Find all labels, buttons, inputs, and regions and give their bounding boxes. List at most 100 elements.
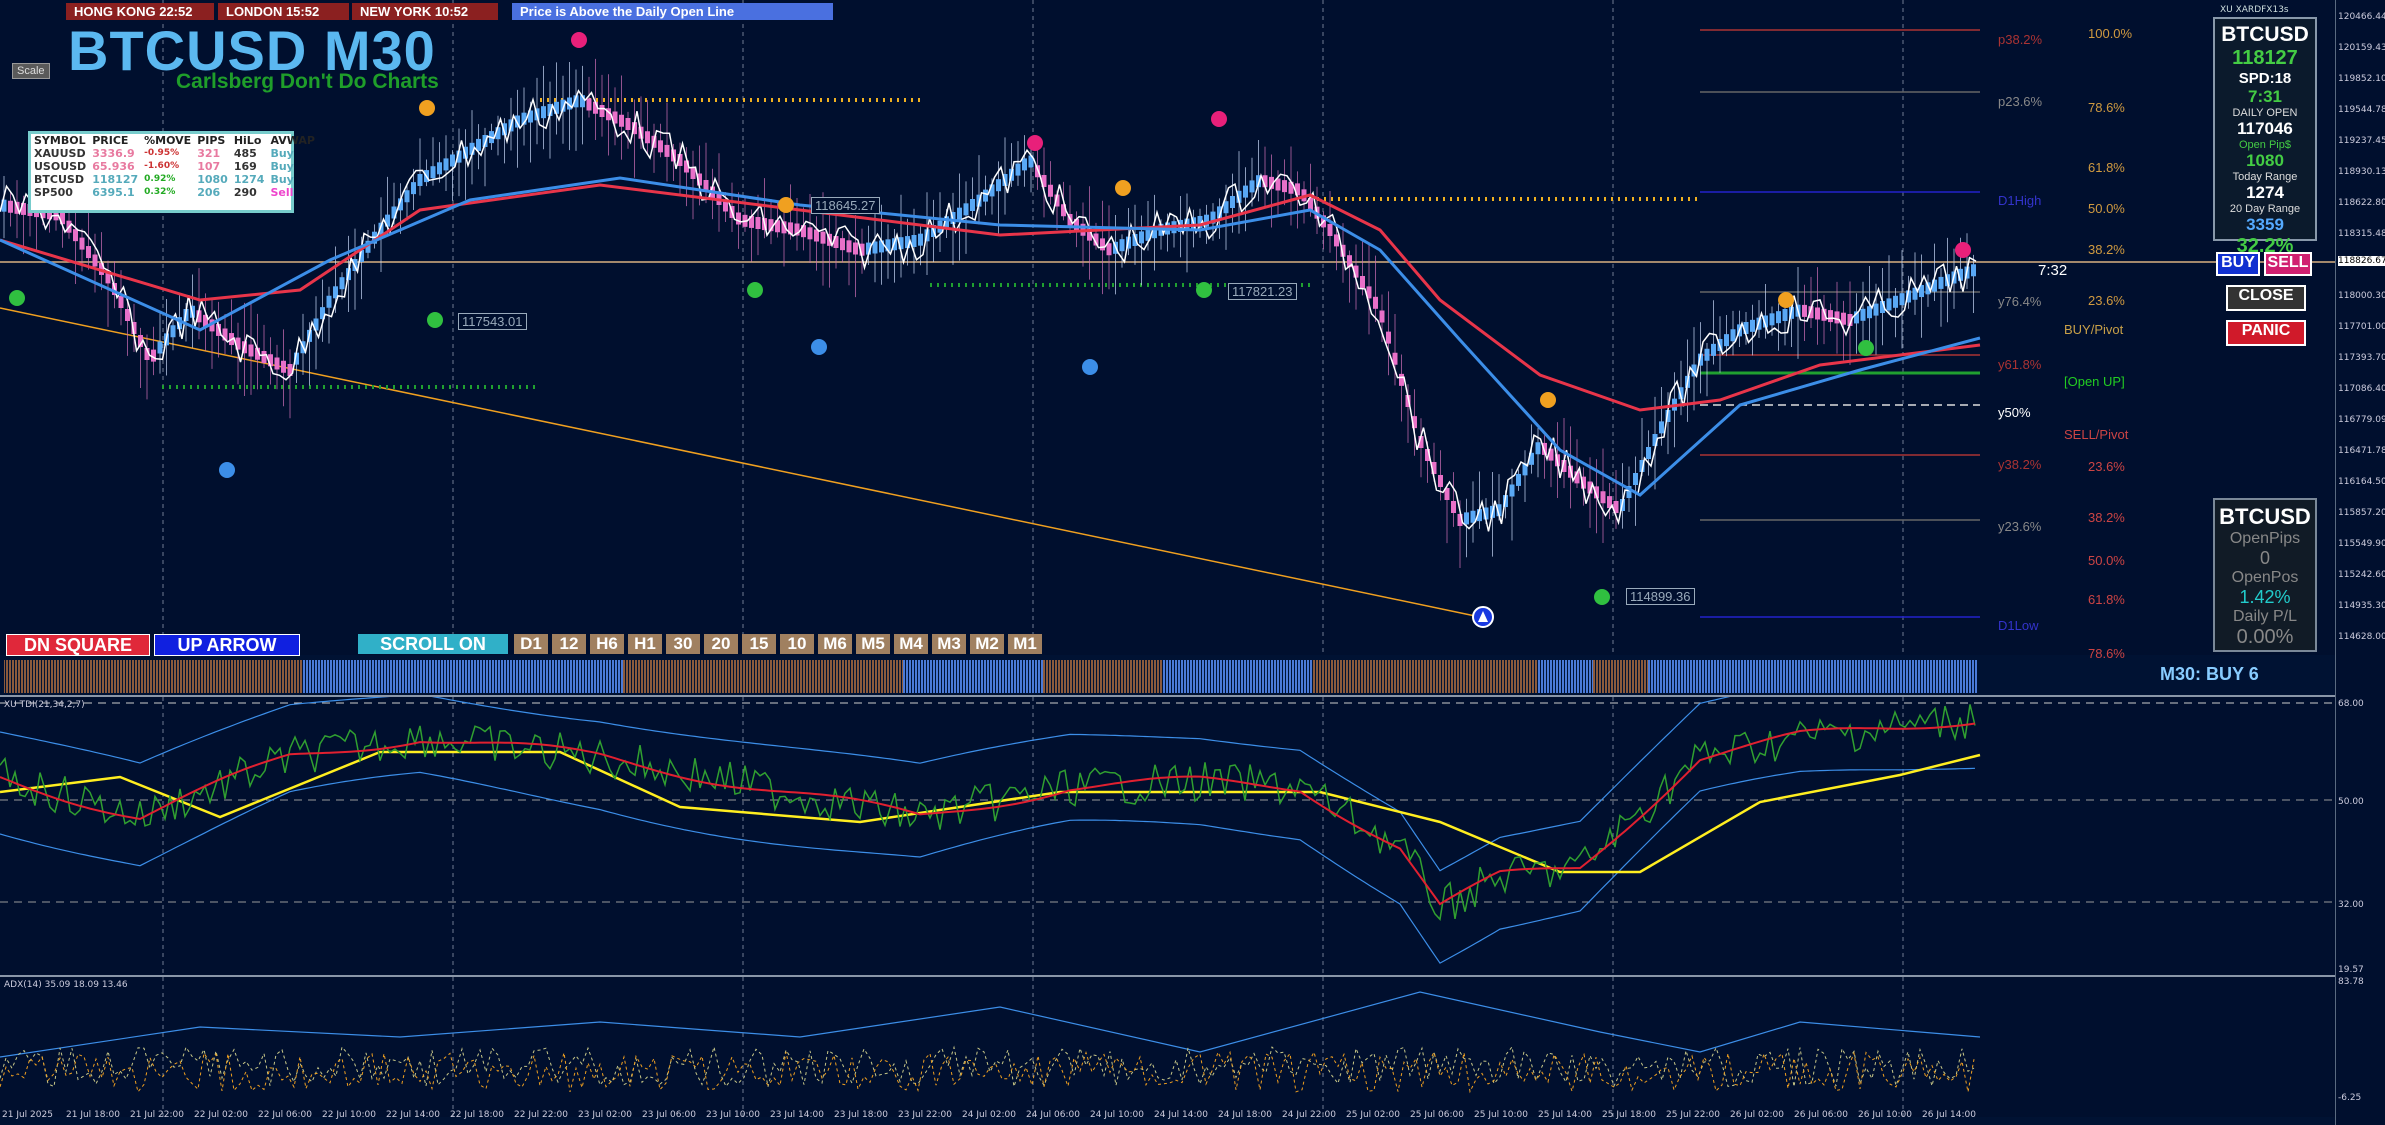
price-chart-canvas[interactable] <box>0 0 2335 655</box>
signal-dot <box>1082 359 1098 375</box>
price-axis-label: 114628.00 <box>2338 632 2385 642</box>
table-row[interactable]: USOUSD 65.936 -1.60% 107 169 Buy <box>31 160 318 173</box>
candle-body <box>1249 180 1255 193</box>
sell-button[interactable]: SELL <box>2264 252 2312 276</box>
candle-body <box>1334 234 1339 247</box>
timeframe-button-m6[interactable]: M6 <box>818 634 852 654</box>
candle-body <box>781 221 787 234</box>
tdi-axis-label: 19.57 <box>2338 965 2364 975</box>
candle-body <box>125 309 130 321</box>
timeframe-button-15[interactable]: 15 <box>742 634 776 654</box>
close-button[interactable]: CLOSE <box>2226 285 2306 311</box>
price-axis-label: 117393.70 <box>2338 353 2385 363</box>
candle-body <box>599 105 605 117</box>
candle-body <box>658 140 663 153</box>
row-hilo: 290 <box>233 186 257 199</box>
candle-body <box>1223 201 1229 214</box>
candle-body <box>983 189 988 202</box>
timeframe-button-30[interactable]: 30 <box>666 634 700 654</box>
candle-body <box>1522 463 1528 476</box>
candle-body <box>1145 228 1151 241</box>
timeframe-button-h6[interactable]: H6 <box>590 634 624 654</box>
candle-body <box>1958 268 1963 281</box>
table-row[interactable]: BTCUSD 118127 0.92% 1080 1274 Buy <box>31 173 318 186</box>
timeframe-button-m5[interactable]: M5 <box>856 634 890 654</box>
candle-body <box>573 95 579 108</box>
up-arrow-button[interactable]: UP ARROW <box>154 634 300 656</box>
signal-dot <box>1027 135 1043 151</box>
dn-square-button[interactable]: DN SQUARE <box>6 634 150 656</box>
timeframe-button-m3[interactable]: M3 <box>932 634 966 654</box>
info-timer: 7:31 <box>2247 87 2283 106</box>
candle-body <box>768 219 774 232</box>
price-axis-label: 120466.44 <box>2338 12 2385 22</box>
tdi-title: XU TDI(21,34,2,7) <box>4 700 85 710</box>
fib-level-label: 100.0% <box>2088 26 2133 41</box>
timeframe-button-12[interactable]: 12 <box>552 634 586 654</box>
signal-dot <box>1778 292 1794 308</box>
candle-body <box>1678 387 1684 400</box>
timeframe-button-m2[interactable]: M2 <box>970 634 1004 654</box>
timeframe-button-d1[interactable]: D1 <box>514 634 548 654</box>
candle-body <box>567 97 572 110</box>
row-symbol: BTCUSD <box>34 173 84 186</box>
candle-body <box>1821 308 1827 321</box>
level-p382: p38.2% <box>1998 32 2043 47</box>
candle-body <box>632 122 637 135</box>
candle-body <box>92 254 98 267</box>
candle-body <box>1698 353 1703 366</box>
candle-body <box>1743 322 1749 334</box>
signal-dot <box>1540 392 1556 408</box>
tdi-trade-line <box>0 722 1976 906</box>
timeframe-button-20[interactable]: 20 <box>704 634 738 654</box>
candle-body <box>853 242 858 255</box>
tdi-axis-label: 68.00 <box>2338 699 2364 709</box>
candle-body <box>840 238 845 251</box>
row-pips: 107 <box>197 160 221 173</box>
main-chart-pane[interactable] <box>0 0 2335 655</box>
time-axis-label: 25 Jul 14:00 <box>1538 1110 1592 1120</box>
table-row[interactable]: XAUUSD 3336.9 -0.95% 321 485 Buy <box>31 147 318 160</box>
candle-body <box>1535 442 1541 455</box>
candle-body <box>73 229 78 242</box>
level-y50: y50% <box>1998 405 2031 420</box>
price-label-a: 118645.27 <box>811 197 880 214</box>
candle-body <box>1360 276 1365 288</box>
candle-body <box>1308 198 1313 210</box>
candle-body <box>1496 504 1502 517</box>
price-axis[interactable]: 120466.44 120159.43 119852.10 119544.78 1192… <box>2335 0 2385 1125</box>
candle-body <box>391 206 397 219</box>
candle-body <box>619 114 624 127</box>
level-open-up: [Open UP] <box>2064 374 2125 389</box>
adx-pane[interactable]: ADX(14) 35.09 18.09 13.46 <box>0 975 2335 1117</box>
candle-body <box>1399 373 1404 386</box>
info-panel: BTCUSD 118127 SPD:18 7:31 DAILY OPEN 117… <box>2213 17 2317 257</box>
timeframe-button-10[interactable]: 10 <box>780 634 814 654</box>
price-axis-label: 115242.60 <box>2338 570 2385 580</box>
scroll-toggle-button[interactable]: SCROLL ON <box>358 634 508 654</box>
panic-button[interactable]: PANIC <box>2226 320 2306 346</box>
candle-body <box>1347 255 1352 268</box>
candle-body <box>755 217 761 229</box>
timeframe-button-m4[interactable]: M4 <box>894 634 928 654</box>
candle-body <box>963 203 969 216</box>
candle-body <box>1022 158 1027 171</box>
timeframe-button-h1[interactable]: H1 <box>628 634 662 654</box>
price-axis-label: 119237.45 <box>2338 136 2385 146</box>
buy-button[interactable]: BUY <box>2216 252 2260 276</box>
broker-label: XU XARDFX13s <box>2220 5 2289 15</box>
row-symbol: XAUUSD <box>34 147 86 160</box>
timeframe-button-m1[interactable]: M1 <box>1008 634 1042 654</box>
tdi-rsi-line <box>0 704 1976 921</box>
candle-body <box>1704 348 1710 361</box>
price-label-d: 114899.36 <box>1626 588 1695 605</box>
candle-body <box>1893 295 1898 308</box>
scale-button[interactable]: Scale <box>12 63 50 79</box>
up-arrow-icon <box>1478 611 1488 622</box>
adx-axis-label: 83.78 <box>2338 977 2364 987</box>
table-row[interactable]: SP500 6395.1 0.32% 206 290 Sell <box>31 186 318 199</box>
tdi-pane[interactable]: XU TDI(21,34,2,7) <box>0 695 2335 975</box>
signal-dot <box>219 462 235 478</box>
candle-body <box>1594 486 1599 499</box>
candle-body <box>528 110 533 123</box>
